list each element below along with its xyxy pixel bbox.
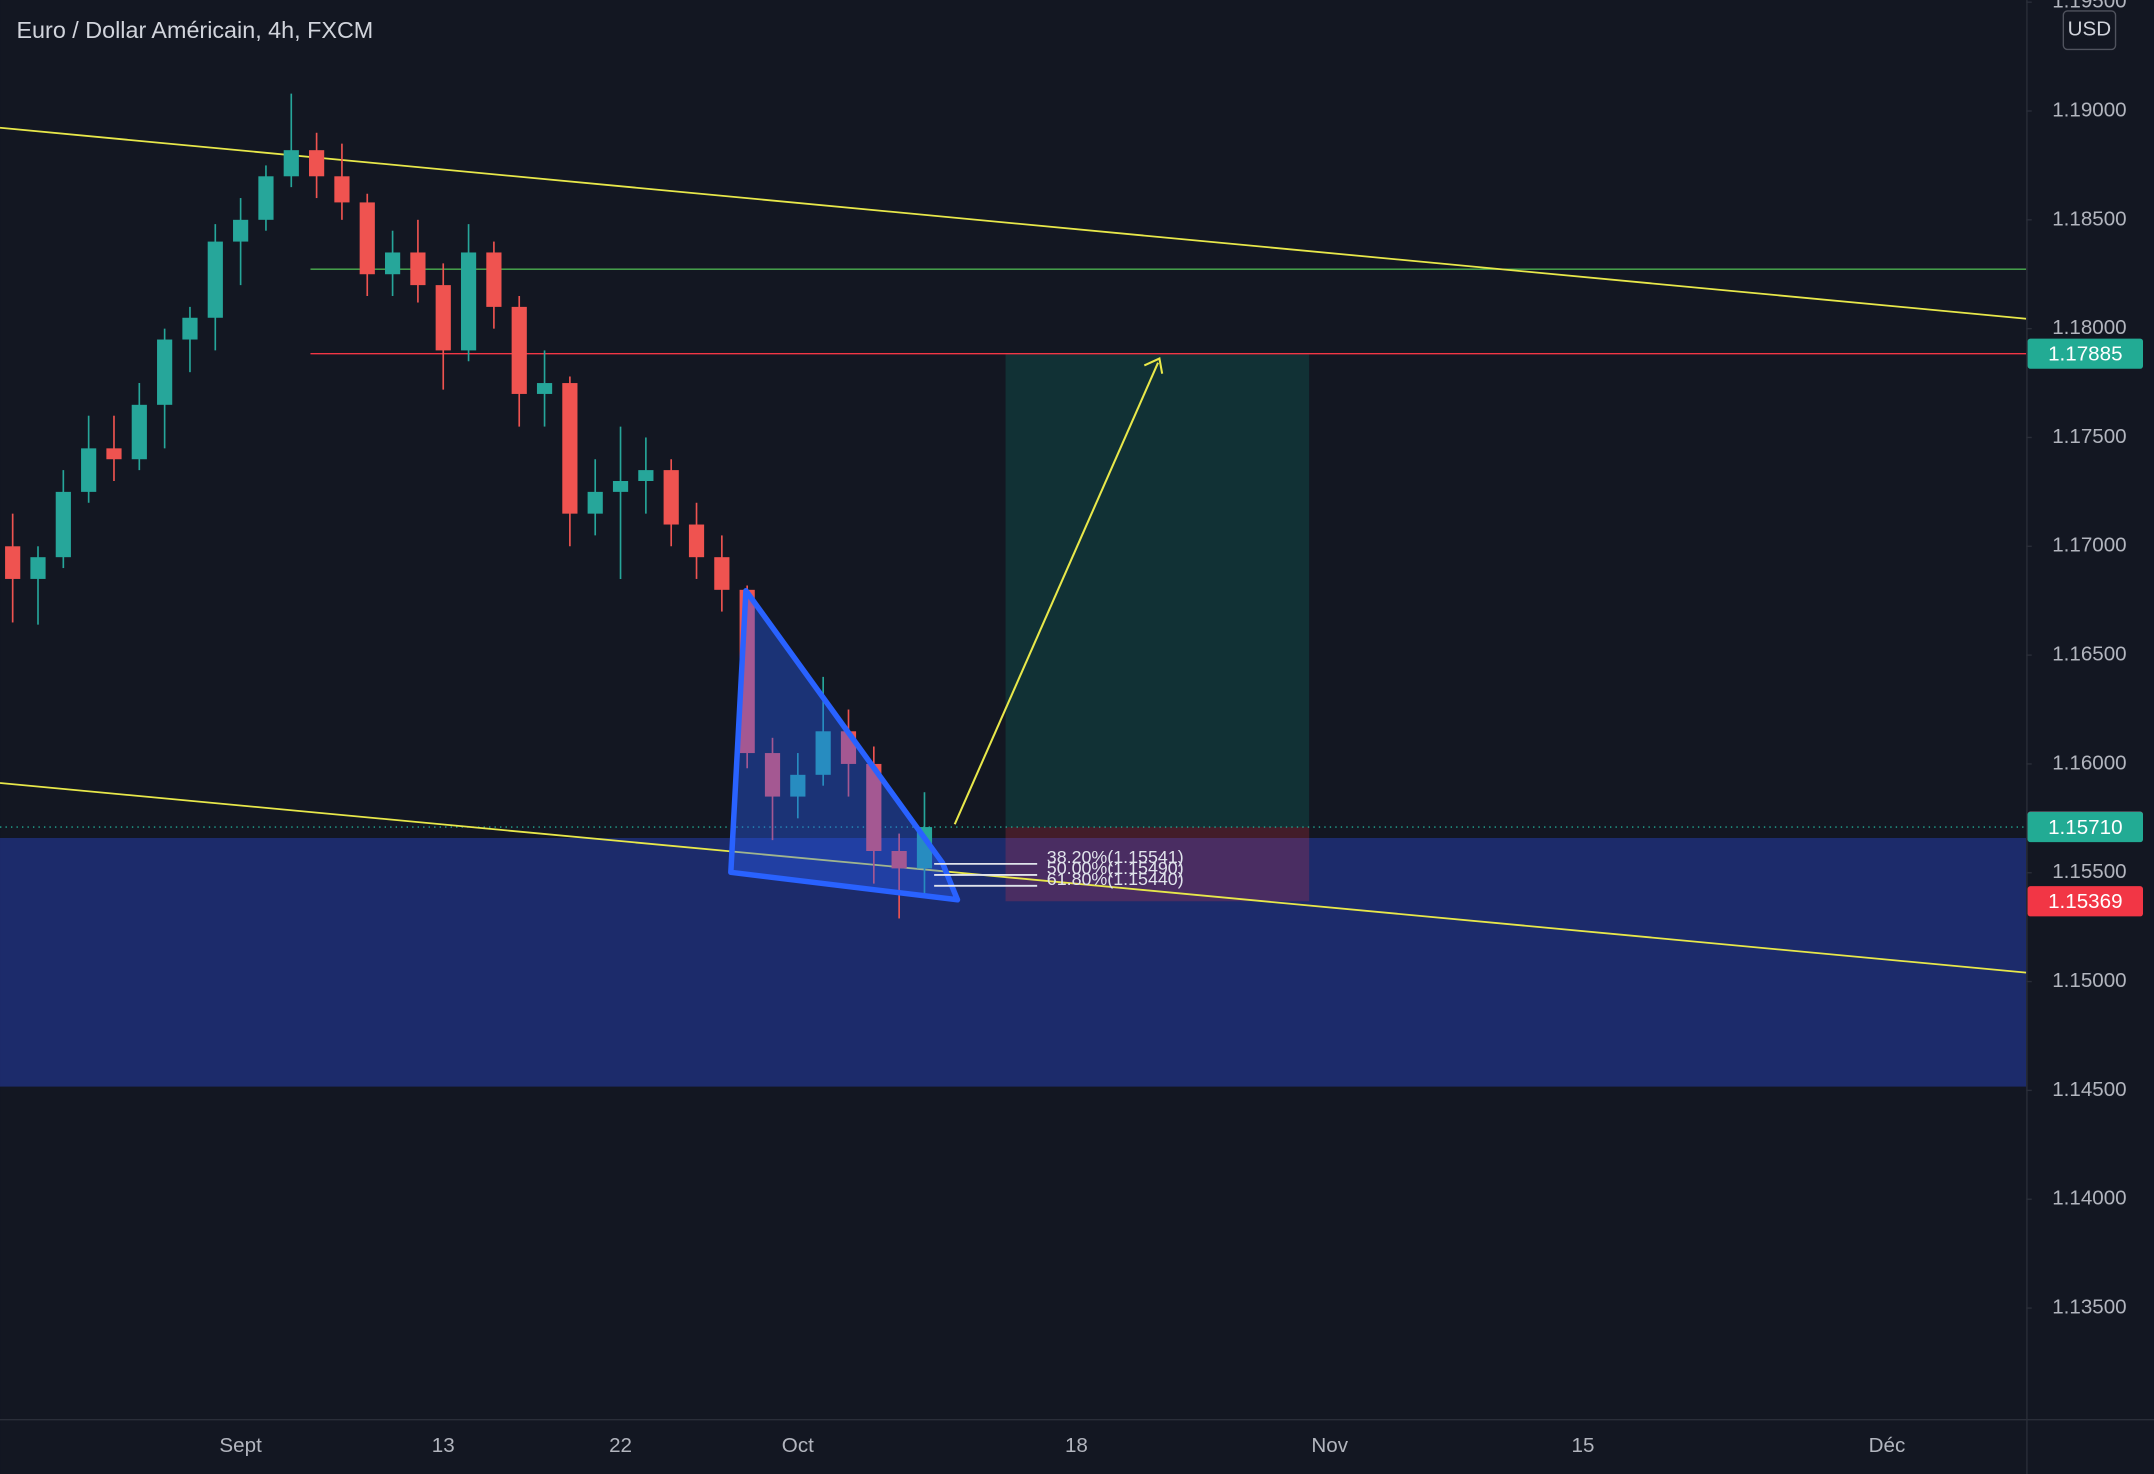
candle-body xyxy=(81,448,97,492)
fib-levels: 38.20%(1.15541)50.00%(1.15490)61.80%(1.1… xyxy=(934,847,1184,889)
candle-body xyxy=(562,383,578,514)
price-label: 1.17885 xyxy=(2048,342,2122,365)
candle-body xyxy=(55,491,71,558)
candle-body xyxy=(536,383,553,394)
candle-body xyxy=(714,557,730,590)
projection-arrow xyxy=(953,362,1159,825)
profit-zone xyxy=(1005,353,1310,828)
price-label-bg xyxy=(2027,811,2144,843)
candle-body xyxy=(435,285,451,351)
candle-body xyxy=(131,404,147,460)
falling-wedge xyxy=(728,587,961,903)
fib-label: 61.80%(1.15440) xyxy=(1047,869,1184,889)
y-tick-label: 1.17500 xyxy=(2052,425,2126,448)
y-tick-label: 1.18000 xyxy=(2052,316,2126,339)
candle-body xyxy=(486,252,502,307)
currency-box[interactable] xyxy=(2062,10,2117,51)
y-tick-label: 1.13500 xyxy=(2052,1295,2126,1318)
candle-body xyxy=(764,753,781,797)
candle-body xyxy=(790,774,806,797)
candle-body xyxy=(866,763,882,851)
channel-bottom xyxy=(0,782,2027,974)
candle-body xyxy=(460,252,477,351)
candle-body xyxy=(207,241,223,318)
x-tick-label: 18 xyxy=(1065,1434,1088,1457)
x-tick-label: Déc xyxy=(1869,1434,1906,1457)
y-tick-label: 1.19000 xyxy=(2052,98,2126,121)
candle-body xyxy=(511,306,527,394)
y-tick-label: 1.16500 xyxy=(2052,643,2126,666)
y-tick-label: 1.16000 xyxy=(2052,751,2126,774)
price-label: 1.15369 xyxy=(2048,890,2122,913)
y-tick-label: 1.17000 xyxy=(2052,534,2126,557)
candle-body xyxy=(30,557,46,579)
x-tick-label: Oct xyxy=(782,1434,814,1457)
candle-body xyxy=(916,827,933,869)
candle-body xyxy=(309,150,325,177)
candle-body xyxy=(157,339,173,405)
y-tick-label: 1.14500 xyxy=(2052,1078,2126,1101)
price-label-bg xyxy=(2027,338,2144,369)
candle-body xyxy=(688,524,705,558)
candle-body xyxy=(612,480,629,492)
y-tick-label: 1.19500 xyxy=(2052,0,2126,13)
candle-body xyxy=(891,850,907,869)
price-label-bg xyxy=(2027,886,2144,917)
price-label: 1.15710 xyxy=(2048,816,2122,839)
x-tick-label: Nov xyxy=(1311,1434,1348,1457)
x-tick-label: Sept xyxy=(219,1434,262,1457)
chart-title: Euro / Dollar Américain, 4h, FXCM xyxy=(16,17,373,43)
y-tick-label: 1.14000 xyxy=(2052,1187,2126,1210)
fib-label: 50.00%(1.15490) xyxy=(1047,858,1184,878)
demand-zone xyxy=(0,837,2027,1087)
candle-body xyxy=(384,252,401,275)
candles xyxy=(5,93,933,919)
time-axis xyxy=(0,1419,2154,1474)
candle-body xyxy=(410,252,426,286)
position-tool xyxy=(0,352,2027,902)
candle-body xyxy=(233,219,249,242)
loss-zone xyxy=(1005,827,1310,902)
channel-top xyxy=(0,126,2027,320)
currency: USD xyxy=(2068,18,2111,41)
candle-body xyxy=(182,317,198,340)
candle-body xyxy=(5,546,21,579)
arrow-head xyxy=(1143,357,1164,374)
x-tick-label: 22 xyxy=(609,1434,632,1457)
axis-labels: 1.13500 1.14000 1.14500 1.15000 1.15500 1.160… xyxy=(219,0,2144,1457)
y-tick-label: 1.15500 xyxy=(2052,860,2126,883)
candle-body xyxy=(359,202,375,275)
candle-body xyxy=(106,448,122,460)
candle-body xyxy=(663,470,679,525)
candle-body xyxy=(258,176,274,220)
y-tick-label: 1.18500 xyxy=(2052,207,2126,230)
y-tick-label: 1.15000 xyxy=(2052,969,2126,992)
candle-body xyxy=(334,176,350,203)
price-axis xyxy=(2026,0,2154,1474)
x-tick-label: 15 xyxy=(1572,1434,1595,1457)
candle-body xyxy=(638,470,654,481)
candle-body xyxy=(283,150,299,177)
candle-body xyxy=(587,491,603,514)
fib-label: 38.20%(1.15541) xyxy=(1047,847,1184,867)
x-tick-label: 13 xyxy=(432,1434,455,1457)
candle-body xyxy=(815,731,831,775)
